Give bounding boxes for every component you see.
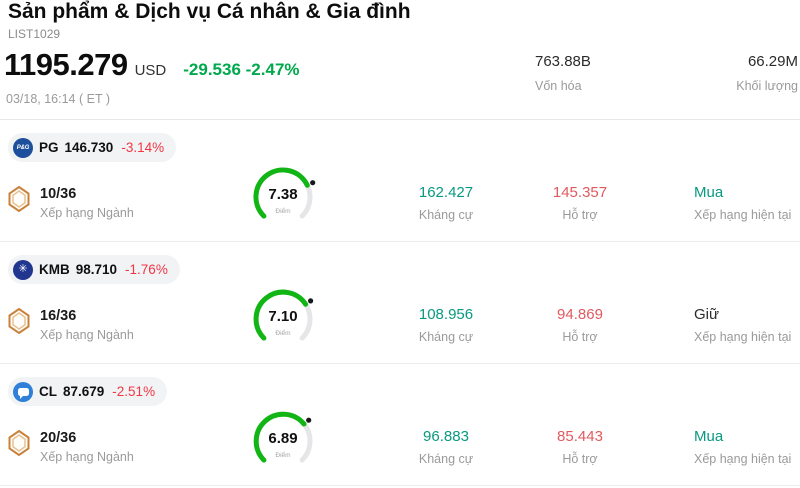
cl-logo-icon [13, 381, 33, 402]
quote-datetime: 03/18, 16:14 ( ET ) [6, 92, 110, 106]
rank-label: Xếp hạng Ngành [40, 450, 134, 464]
stock-ticker-pill[interactable]: ✳ KMB 98.710 -1.76% [8, 255, 180, 284]
stock-row-kmb[interactable]: ✳ KMB 98.710 -1.76% 16/36 Xếp hạng Ngành… [0, 242, 800, 364]
header: Sản phẩm & Dịch vụ Cá nhân & Gia đình LI… [0, 0, 800, 120]
rating-col: Mua Xếp hạng hiện tại [694, 428, 800, 466]
volume-value: 66.29M [747, 53, 798, 70]
score-unit-label: Điểm [275, 208, 291, 215]
rating-label: Xếp hạng hiện tại [694, 452, 792, 466]
volume-label: Khối lượng [736, 79, 798, 93]
rating-value: Mua [694, 428, 724, 445]
gauge-arc [253, 289, 314, 341]
stock-ticker-pill[interactable]: CL 87.679 -2.51% [8, 377, 168, 406]
volume-stat: 66.29M Khối lượng [698, 53, 798, 93]
resistance-value: 96.883 [423, 428, 469, 445]
industry-rank: 16/36 Xếp hạng Ngành [8, 308, 134, 342]
pg-logo-icon: P&G [13, 137, 33, 158]
rating-col: Mua Xếp hạng hiện tại [694, 184, 800, 222]
resistance-value: 108.956 [418, 306, 474, 323]
rating-col: Giữ Xếp hạng hiện tại [694, 306, 800, 344]
rating-label: Xếp hạng hiện tại [694, 208, 792, 222]
stock-change: -3.14% [121, 140, 165, 155]
score-unit-label: Điểm [275, 330, 291, 337]
score-gauge: 7.38 Điểm [243, 166, 323, 230]
support-col: 94.869 Hỗ trợ [520, 306, 640, 344]
stock-ticker: KMB [39, 262, 70, 277]
support-value: 85.443 [557, 428, 603, 445]
stock-change: -2.51% [112, 384, 156, 399]
rank-value: 10/36 [40, 186, 77, 202]
score-unit-label: Điểm [275, 452, 291, 459]
rating-label: Xếp hạng hiện tại [694, 330, 792, 344]
list-id: LIST1029 [8, 27, 61, 41]
score-gauge: 7.10 Điểm [243, 288, 323, 352]
rank-badge-icon [8, 308, 30, 334]
stock-price: 87.679 [63, 384, 105, 399]
resistance-label: Kháng cự [418, 452, 474, 466]
rank-label: Xếp hạng Ngành [40, 328, 134, 342]
market-cap-label: Vốn hóa [535, 79, 582, 93]
resistance-col: 96.883 Kháng cự [386, 428, 506, 466]
resistance-col: 108.956 Kháng cự [386, 306, 506, 344]
stock-price: 98.710 [75, 262, 118, 277]
support-label: Hỗ trợ [562, 452, 598, 466]
pg-logo-text: P&G [16, 144, 30, 151]
rank-badge-icon [8, 186, 30, 212]
rank-badge-icon [8, 430, 30, 456]
index-price: 1195.279 [4, 47, 128, 82]
rating-value: Giữ [694, 306, 720, 323]
index-currency: USD [134, 62, 167, 79]
index-quote: 1195.279 USD -29.536 -2.47% [4, 47, 300, 83]
support-value: 145.357 [552, 184, 608, 201]
gauge-arc [253, 411, 313, 463]
support-label: Hỗ trợ [562, 208, 598, 222]
resistance-value: 162.427 [418, 184, 474, 201]
support-label: Hỗ trợ [562, 330, 598, 344]
score-value: 6.89 [268, 430, 298, 447]
rank-value: 16/36 [40, 308, 77, 324]
support-col: 145.357 Hỗ trợ [520, 184, 640, 222]
resistance-label: Kháng cự [418, 330, 474, 344]
stock-ticker: CL [39, 384, 57, 399]
rank-label: Xếp hạng Ngành [40, 206, 134, 220]
industry-rank: 10/36 Xếp hạng Ngành [8, 186, 134, 220]
stock-price: 146.730 [64, 140, 114, 155]
support-col: 85.443 Hỗ trợ [520, 428, 640, 466]
index-change: -29.536 -2.47% [183, 60, 300, 79]
stock-ticker-pill[interactable]: P&G PG 146.730 -3.14% [8, 133, 177, 162]
score-value: 7.10 [268, 308, 298, 325]
kmb-logo-icon: ✳ [13, 259, 33, 280]
stock-ticker: PG [39, 140, 59, 155]
rating-value: Mua [694, 184, 724, 201]
market-cap-stat: 763.88B Vốn hóa [535, 53, 591, 93]
stock-row-pg[interactable]: P&G PG 146.730 -3.14% 10/36 Xếp hạng Ngà… [0, 120, 800, 242]
stock-row-cl[interactable]: CL 87.679 -2.51% 20/36 Xếp hạng Ngành 6.… [0, 364, 800, 486]
industry-rank: 20/36 Xếp hạng Ngành [8, 430, 134, 464]
score-gauge: 6.89 Điểm [243, 410, 323, 474]
support-value: 94.869 [557, 306, 603, 323]
rank-value: 20/36 [40, 430, 77, 446]
page-title: Sản phẩm & Dịch vụ Cá nhân & Gia đình [8, 0, 411, 23]
stock-change: -1.76% [125, 262, 168, 277]
resistance-col: 162.427 Kháng cự [386, 184, 506, 222]
chat-bubble-icon [17, 387, 29, 399]
market-cap-value: 763.88B [535, 53, 591, 70]
score-value: 7.38 [268, 186, 298, 203]
resistance-label: Kháng cự [418, 208, 474, 222]
kmb-logo-text: ✳ [18, 263, 28, 275]
gauge-arc [253, 167, 316, 219]
